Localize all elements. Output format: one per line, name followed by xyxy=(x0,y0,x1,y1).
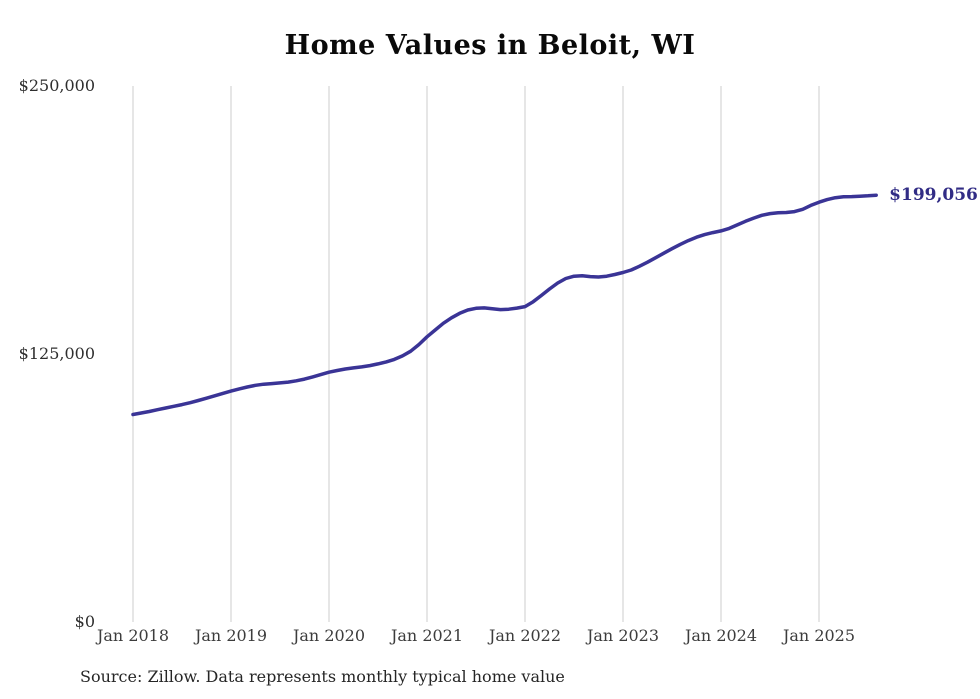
y-tick-0: $0 xyxy=(74,612,95,631)
x-tick-jan-2018: Jan 2018 xyxy=(96,626,170,645)
home-value-series-line xyxy=(131,193,878,417)
latest-value-label: $199,056 xyxy=(889,185,978,206)
x-tick-jan-2023: Jan 2023 xyxy=(586,626,660,645)
x-tick-jan-2025: Jan 2025 xyxy=(782,626,856,645)
y-tick-125000: $125,000 xyxy=(18,344,95,363)
x-tick-jan-2021: Jan 2021 xyxy=(390,626,464,645)
x-tick-jan-2020: Jan 2020 xyxy=(292,626,366,645)
x-tick-jan-2022: Jan 2022 xyxy=(488,626,562,645)
chart-title: Home Values in Beloit, WI xyxy=(284,30,696,61)
source-note: Source: Zillow. Data represents monthly … xyxy=(80,667,565,686)
vertical-gridlines xyxy=(132,86,820,622)
x-tick-jan-2019: Jan 2019 xyxy=(194,626,268,645)
x-tick-jan-2024: Jan 2024 xyxy=(684,626,758,645)
y-tick-250000: $250,000 xyxy=(18,76,95,95)
